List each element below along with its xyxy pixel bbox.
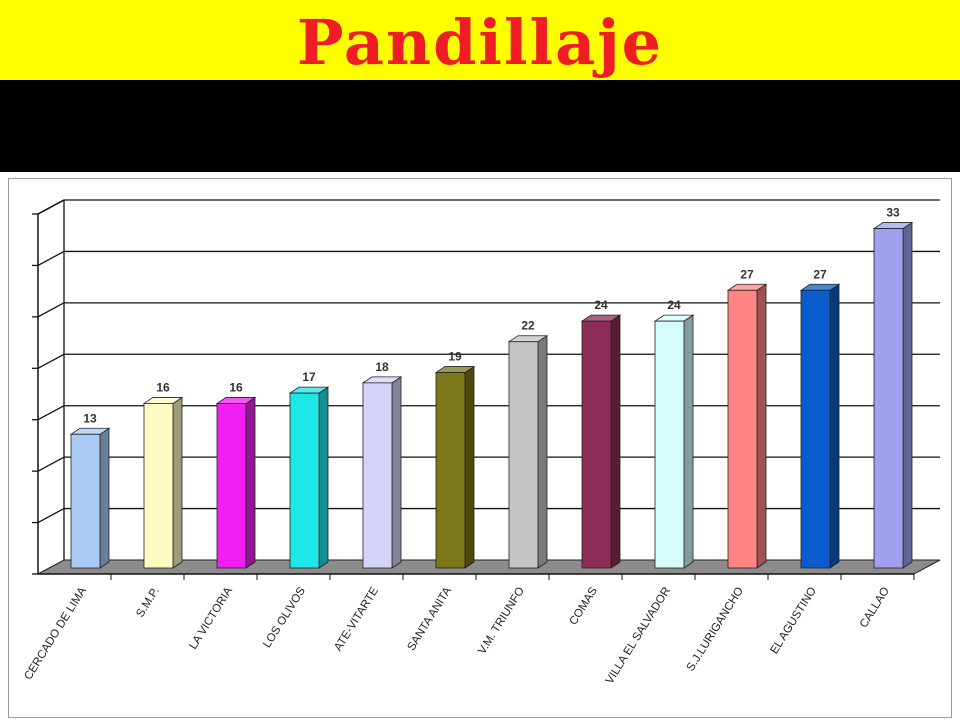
- bar-front: [435, 372, 466, 569]
- data-label: 17: [302, 370, 316, 384]
- bar-side: [683, 314, 694, 569]
- gridline-side: [37, 250, 65, 267]
- wall-top-edge: [37, 199, 65, 215]
- data-label: 27: [813, 267, 827, 281]
- data-label: 19: [448, 350, 462, 364]
- bar: [653, 314, 695, 569]
- bar-side: [464, 365, 475, 569]
- bar-side: [829, 283, 840, 569]
- bar-side: [391, 376, 402, 569]
- bar: [142, 396, 184, 569]
- title-bar: Pandillaje: [0, 0, 960, 80]
- bar-front: [289, 392, 320, 569]
- gridline-side: [37, 405, 65, 421]
- title-underline-band: [0, 80, 960, 172]
- bar-front: [216, 403, 247, 569]
- bar-front: [727, 289, 758, 569]
- bar-side: [756, 283, 767, 569]
- gridline-side: [37, 302, 65, 318]
- bar-side: [318, 386, 329, 569]
- bar-front: [143, 403, 174, 569]
- data-label: 13: [83, 411, 97, 425]
- bar: [507, 334, 549, 569]
- bar-side: [172, 396, 183, 569]
- bar-side: [610, 314, 621, 569]
- bar-side: [902, 221, 913, 569]
- gridline-side: [37, 353, 65, 369]
- data-label: 16: [229, 380, 243, 394]
- gridline-side: [37, 507, 65, 524]
- data-label: 18: [375, 360, 389, 374]
- bar-front: [362, 382, 393, 569]
- bar: [580, 314, 622, 569]
- data-label: 22: [521, 319, 535, 333]
- bar-side: [99, 427, 110, 569]
- bar-side: [245, 396, 256, 569]
- bar: [726, 283, 768, 569]
- bar: [69, 427, 111, 569]
- bar-front: [581, 320, 612, 569]
- data-label: 33: [886, 206, 900, 220]
- chart-panel: 13 CERCADO DE LIMA 16 S.M.P. 16 LA VICTORIA 17…: [0, 172, 960, 720]
- bar: [215, 396, 257, 569]
- bar: [872, 221, 914, 569]
- data-label: 24: [594, 298, 608, 312]
- bar-front: [70, 433, 101, 569]
- gridlines: [37, 199, 940, 524]
- bar: [361, 376, 403, 569]
- bar-front: [508, 341, 539, 569]
- data-label: 16: [156, 380, 170, 394]
- slide-title: Pandillaje: [296, 6, 664, 79]
- bar-front: [873, 228, 904, 569]
- gridline-side: [37, 456, 65, 472]
- bar-front: [800, 289, 831, 569]
- bar: [799, 283, 841, 569]
- bar: [288, 386, 330, 569]
- bar: [434, 365, 476, 569]
- bar-front: [654, 320, 685, 569]
- data-label: 24: [667, 298, 681, 312]
- bar-side: [537, 334, 548, 569]
- data-label: 27: [740, 267, 754, 281]
- chart-frame: 13 CERCADO DE LIMA 16 S.M.P. 16 LA VICTORIA 17…: [8, 178, 952, 718]
